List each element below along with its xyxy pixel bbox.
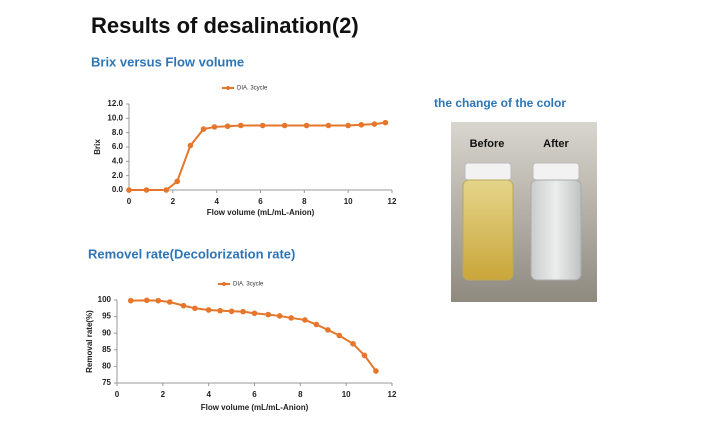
point bbox=[325, 327, 331, 333]
point bbox=[382, 119, 389, 126]
y-tick-label: 100 bbox=[98, 295, 112, 304]
point bbox=[373, 368, 379, 374]
y-tick-label: 8.0 bbox=[112, 128, 124, 137]
point bbox=[345, 122, 351, 129]
point bbox=[126, 187, 132, 193]
point bbox=[127, 297, 134, 304]
x-tick-label: 12 bbox=[388, 197, 397, 206]
vial-after bbox=[530, 179, 582, 281]
x-tick-label: 4 bbox=[206, 390, 211, 399]
point bbox=[276, 313, 283, 319]
point bbox=[251, 310, 258, 317]
photo-label: Before bbox=[470, 138, 505, 150]
point bbox=[187, 142, 194, 149]
point bbox=[313, 321, 320, 328]
point bbox=[281, 122, 288, 129]
legend-label: DIA. 3cycle bbox=[237, 86, 268, 92]
point bbox=[240, 308, 246, 315]
x-tick-label: 8 bbox=[302, 197, 307, 206]
point bbox=[211, 124, 218, 130]
x-tick-label: 10 bbox=[342, 390, 351, 399]
x-tick-label: 10 bbox=[344, 197, 353, 206]
y-tick-label: 0.0 bbox=[112, 185, 124, 194]
x-tick-label: 12 bbox=[388, 390, 397, 399]
legend-marker bbox=[222, 282, 226, 286]
point bbox=[336, 332, 343, 339]
point bbox=[358, 121, 365, 128]
legend-label: DIA. 3cycle bbox=[233, 282, 264, 288]
photo: Before After bbox=[451, 122, 597, 302]
point bbox=[371, 121, 378, 127]
y-tick-label: 6.0 bbox=[112, 142, 124, 151]
point bbox=[192, 305, 198, 312]
photo-title: the change of the color bbox=[434, 96, 566, 110]
point bbox=[205, 307, 212, 313]
point bbox=[143, 187, 150, 193]
point bbox=[180, 302, 187, 309]
series-line bbox=[129, 121, 386, 191]
point bbox=[237, 122, 244, 129]
y-axis-title: Brix bbox=[93, 139, 102, 155]
point bbox=[361, 352, 368, 359]
point bbox=[288, 315, 294, 321]
x-axis-title: Flow volume (mL/mL-Anion) bbox=[201, 403, 309, 412]
x-tick-label: 6 bbox=[258, 197, 263, 206]
x-tick-label: 8 bbox=[298, 390, 303, 399]
point bbox=[166, 299, 173, 305]
x-tick-label: 0 bbox=[127, 197, 132, 206]
y-tick-label: 75 bbox=[102, 378, 111, 387]
photo-label: After bbox=[543, 138, 569, 150]
x-tick-label: 4 bbox=[214, 197, 219, 206]
point bbox=[228, 308, 235, 315]
point bbox=[259, 122, 266, 129]
y-tick-label: 95 bbox=[102, 312, 111, 321]
point bbox=[174, 178, 181, 185]
point bbox=[325, 122, 332, 129]
point bbox=[350, 341, 356, 347]
point bbox=[224, 123, 231, 130]
y-tick-label: 80 bbox=[102, 362, 111, 371]
page-title: Results of desalination(2) bbox=[91, 13, 359, 38]
chart-title: Brix versus Flow volume bbox=[91, 54, 244, 69]
point bbox=[302, 317, 308, 323]
x-tick-label: 0 bbox=[115, 390, 120, 399]
x-tick-label: 2 bbox=[161, 390, 166, 399]
legend-marker bbox=[226, 86, 230, 90]
y-axis-title: Removal rate(%) bbox=[85, 310, 94, 373]
y-tick-label: 85 bbox=[102, 345, 111, 354]
y-tick-label: 2.0 bbox=[112, 171, 124, 180]
vial-cap bbox=[464, 162, 512, 181]
x-tick-label: 6 bbox=[252, 390, 257, 399]
y-tick-label: 90 bbox=[102, 328, 111, 337]
point bbox=[217, 307, 223, 314]
point bbox=[303, 122, 310, 129]
point bbox=[143, 297, 150, 304]
point bbox=[163, 187, 170, 193]
y-tick-label: 12.0 bbox=[107, 99, 123, 108]
x-tick-label: 2 bbox=[171, 197, 176, 206]
vial-cap bbox=[532, 162, 580, 181]
y-tick-label: 10.0 bbox=[107, 113, 123, 122]
point bbox=[265, 311, 272, 318]
chart-title: Removel rate(Decolorization rate) bbox=[88, 246, 295, 261]
vial-before bbox=[462, 179, 514, 281]
point bbox=[200, 126, 207, 132]
point bbox=[155, 297, 162, 304]
x-axis-title: Flow volume (mL/mL-Anion) bbox=[207, 208, 315, 217]
y-tick-label: 4.0 bbox=[112, 156, 124, 165]
